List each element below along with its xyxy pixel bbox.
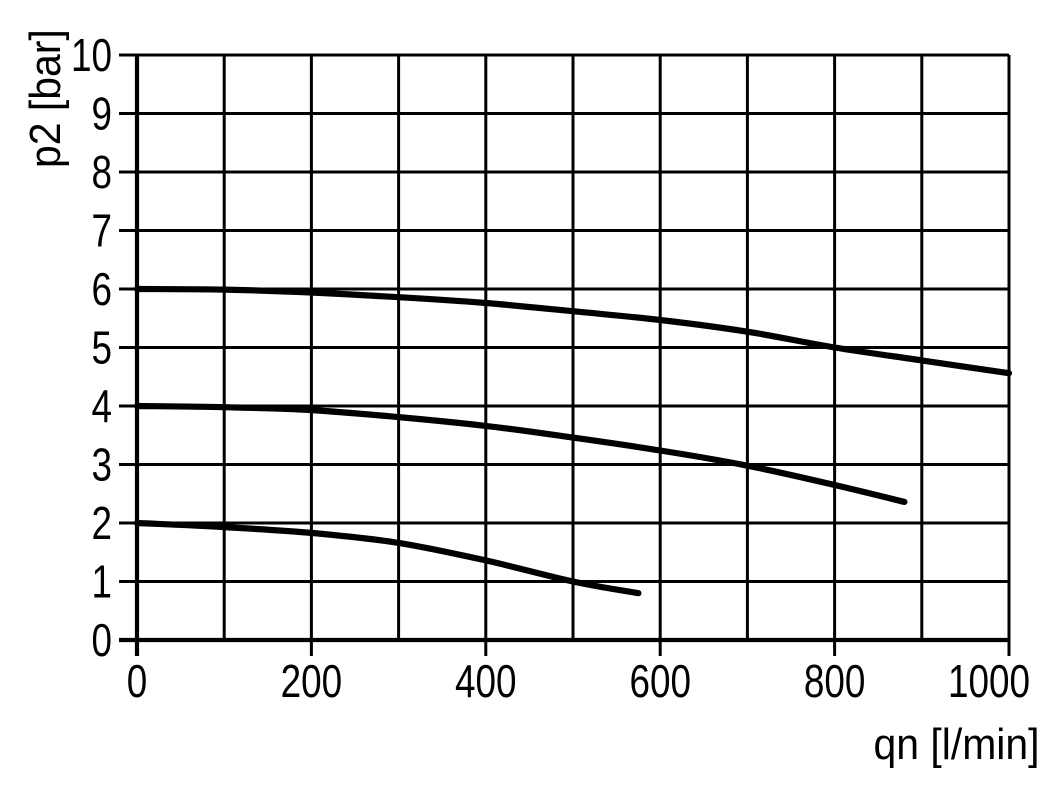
- x-tick-label: 200: [281, 655, 343, 707]
- y-tick-label: 1: [92, 556, 113, 608]
- y-tick-label: 5: [92, 322, 113, 374]
- y-tick-label: 4: [92, 380, 113, 432]
- y-tick-label: 0: [92, 614, 113, 666]
- y-tick-label: 8: [92, 146, 113, 198]
- curve-set-pressure-2-bar: [133, 519, 642, 597]
- x-tick-label: 400: [455, 655, 517, 707]
- y-tick-label: 7: [92, 205, 113, 257]
- y-tick-label: 3: [92, 439, 113, 491]
- x-tick-label: 0: [127, 655, 148, 707]
- y-tick-label: 9: [92, 88, 113, 140]
- curve-set-pressure-6-bar: [133, 285, 1013, 377]
- curve-set-pressure-4-bar: [133, 402, 908, 505]
- x-axis-title: qn [l/min]: [873, 720, 1040, 769]
- x-tick-label: 800: [804, 655, 866, 707]
- x-tick-label: 1000: [948, 655, 1030, 707]
- y-tick-label: 6: [92, 263, 113, 315]
- y-axis-title: p2 [bar]: [21, 29, 70, 168]
- y-tick-label: 10: [71, 29, 112, 81]
- x-tick-label: 600: [629, 655, 691, 707]
- y-tick-label: 2: [92, 497, 113, 549]
